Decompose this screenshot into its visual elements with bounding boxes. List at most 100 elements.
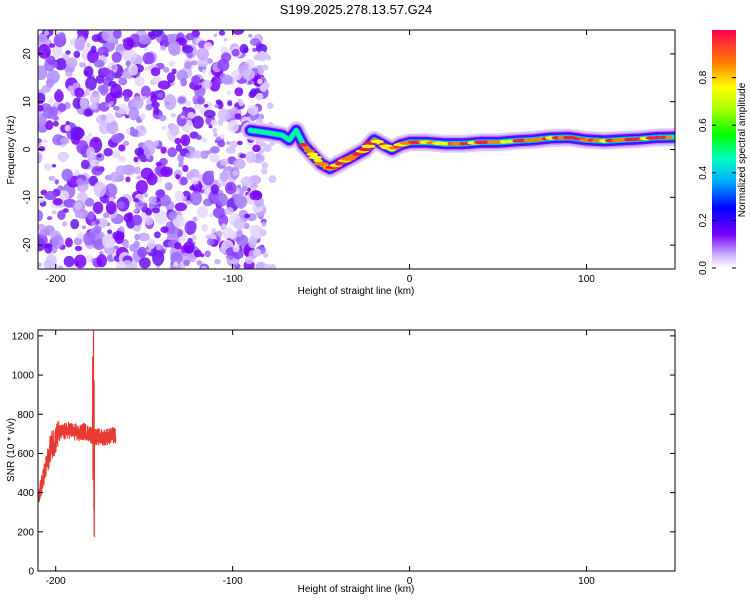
noise-blob (123, 165, 137, 176)
noise-blob (240, 176, 254, 187)
noise-blob (146, 248, 152, 253)
noise-blob (73, 50, 81, 59)
noise-blob (175, 143, 183, 152)
noise-blob (59, 32, 66, 41)
noise-blob (174, 202, 188, 212)
noise-blob (210, 119, 218, 127)
noise-blob (54, 90, 64, 103)
noise-blob (76, 178, 84, 186)
noise-blob (252, 144, 261, 153)
noise-blob (125, 176, 131, 183)
noise-blob (180, 115, 186, 119)
noise-blob (146, 172, 158, 186)
noise-blob (87, 211, 95, 221)
noise-blob (186, 171, 194, 180)
noise-blob (189, 185, 195, 191)
noise-blob (39, 228, 50, 237)
noise-blob (180, 78, 188, 87)
noise-blob (38, 152, 43, 163)
noise-blob (247, 80, 253, 85)
noise-blob (226, 90, 232, 96)
noise-blob (90, 159, 100, 167)
ridge-peak (298, 142, 309, 147)
noise-blob (90, 45, 97, 54)
noise-blob (155, 161, 162, 167)
noise-blob (171, 68, 177, 75)
noise-blob (42, 139, 48, 144)
noise-blob (213, 133, 218, 137)
noise-blob (80, 159, 90, 170)
noise-blob (238, 62, 249, 71)
noise-blob (187, 112, 196, 119)
noise-blob (105, 69, 116, 81)
noise-blob (269, 176, 277, 184)
noise-blob (262, 252, 269, 258)
noise-blob (223, 37, 228, 42)
noise-blob (83, 71, 89, 76)
noise-blob (81, 225, 87, 230)
noise-blob (208, 170, 215, 175)
ridge-peak (506, 139, 514, 144)
noise-blob (203, 104, 209, 108)
noise-blob (114, 232, 124, 245)
noise-blob (91, 34, 101, 42)
noise-blob (236, 184, 241, 189)
snr-y-label: SNR (10 * v/v) (6, 418, 17, 482)
noise-blob (212, 207, 226, 219)
noise-blob (123, 140, 130, 146)
noise-blob (116, 201, 125, 209)
ridge-peak (358, 147, 372, 152)
noise-blob (104, 183, 118, 198)
noise-blob (74, 169, 81, 176)
noise-blob (83, 108, 93, 117)
noise-blob (160, 146, 167, 154)
noise-blob (57, 103, 67, 112)
noise-blob (184, 61, 192, 70)
noise-blob (97, 84, 110, 93)
noise-blob (94, 219, 100, 225)
noise-blob (200, 150, 209, 160)
noise-blob (193, 103, 202, 110)
noise-blob (140, 85, 151, 99)
noise-blob (248, 33, 253, 38)
noise-blob (38, 233, 48, 248)
noise-blob (77, 191, 88, 202)
snr-x-ticks: -200 -100 0 100 (46, 330, 595, 587)
noise-blob (90, 103, 98, 110)
noise-blob (46, 216, 53, 221)
noise-blob (261, 167, 268, 175)
noise-blob (215, 99, 223, 105)
noise-blob (165, 221, 171, 227)
figure-title: S199.2025.278.13.57.G24 (280, 2, 433, 17)
noise-blob (203, 109, 216, 119)
noise-blob (131, 214, 143, 226)
noise-blob (177, 96, 186, 104)
x-tick-label: -200 (46, 576, 66, 587)
noise-blob (261, 221, 267, 227)
x-tick-label: 0 (407, 274, 413, 285)
noise-blob (151, 30, 164, 37)
noise-blob (268, 264, 277, 269)
spectrogram-y-ticks: -20 -10 0 10 20 (22, 48, 675, 252)
ridge-peak (659, 135, 667, 140)
noise-blob (57, 185, 64, 192)
noise-blob (190, 191, 202, 206)
y-tick-label: 0 (22, 146, 33, 152)
ridge-peak (361, 144, 376, 149)
noise-blob (231, 106, 238, 115)
noise-blob (65, 50, 71, 55)
noise-blob (54, 179, 59, 185)
spectrogram-x-ticks: -200 -100 0 100 (46, 30, 595, 285)
noise-blob (106, 36, 116, 44)
noise-blob (196, 134, 202, 141)
noise-blob (153, 106, 160, 116)
noise-blob (79, 61, 87, 68)
noise-blob (168, 211, 177, 221)
y-tick-label: 20 (22, 48, 33, 60)
noise-blob (107, 229, 113, 234)
noise-blob (38, 111, 42, 117)
noise-blob (52, 198, 63, 206)
noise-blob (139, 113, 146, 121)
noise-blob (150, 67, 161, 77)
